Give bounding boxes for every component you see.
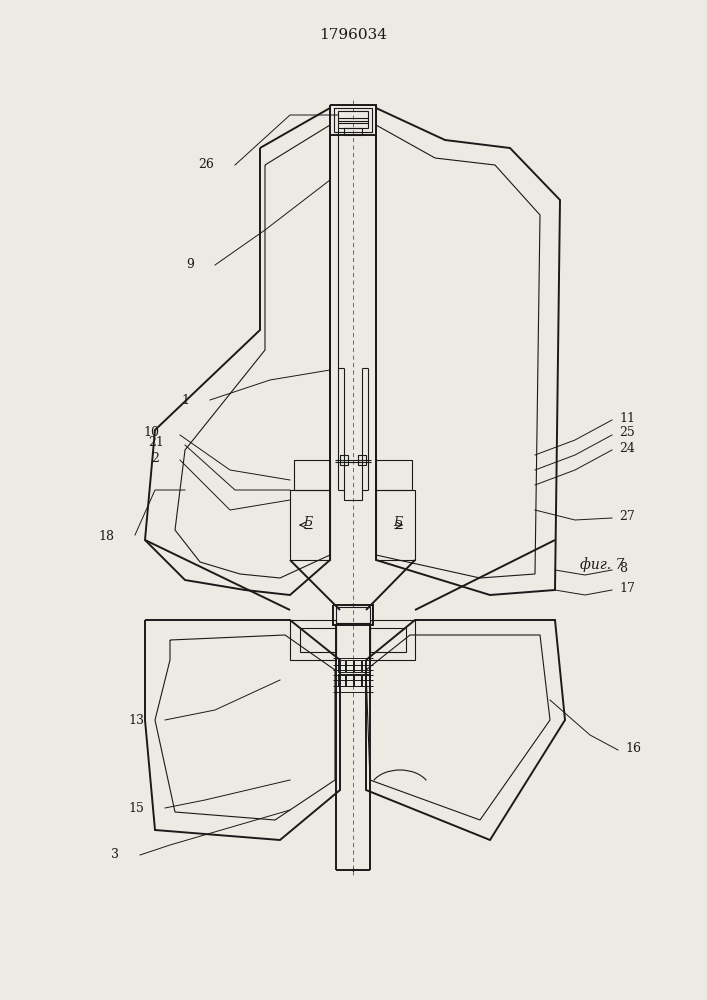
Text: 3: 3 (111, 848, 119, 861)
Text: 18: 18 (98, 530, 114, 544)
Text: 13: 13 (128, 714, 144, 726)
Text: 21: 21 (148, 436, 164, 450)
Text: 2: 2 (151, 452, 159, 464)
Text: 15: 15 (128, 802, 144, 814)
Text: 1: 1 (181, 393, 189, 406)
Text: 27: 27 (619, 510, 635, 522)
Text: 11: 11 (619, 412, 635, 424)
Text: 17: 17 (619, 582, 635, 594)
Text: 10: 10 (143, 426, 159, 440)
Text: 26: 26 (198, 158, 214, 172)
Text: 24: 24 (619, 442, 635, 454)
Text: 8: 8 (619, 562, 627, 574)
Text: фиг. 7: фиг. 7 (580, 558, 624, 572)
Text: 1796034: 1796034 (319, 28, 387, 42)
Text: 9: 9 (186, 258, 194, 271)
Text: Б: Б (303, 516, 312, 530)
Text: 25: 25 (619, 426, 635, 440)
Text: Б: Б (393, 516, 402, 530)
Text: 16: 16 (625, 742, 641, 754)
